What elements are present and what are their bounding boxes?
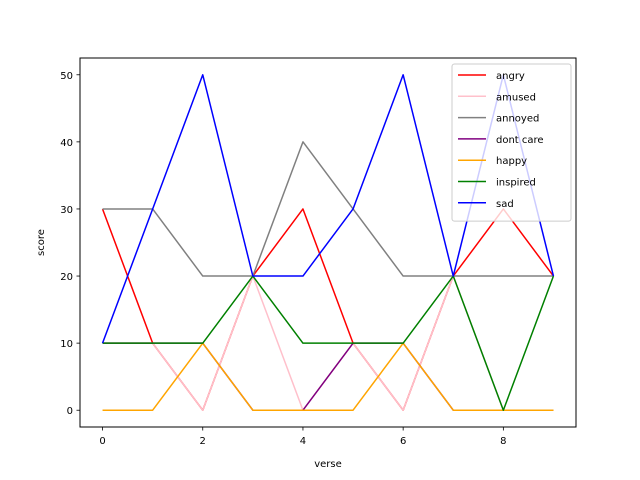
legend-label: dont care <box>496 135 544 146</box>
x-axis: 0 2 4 6 8 <box>99 427 507 447</box>
series-line-2 <box>102 141 554 277</box>
y-tick-label: 40 <box>60 138 73 149</box>
x-tick-label: 8 <box>500 436 506 447</box>
legend: angry amused annoyed dont care happy inspired… <box>451 63 572 222</box>
x-axis-label: verse <box>314 459 342 470</box>
legend-label: annoyed <box>496 114 539 125</box>
x-tick-label: 4 <box>300 436 306 447</box>
x-tick-label: 0 <box>99 436 105 447</box>
y-tick-label: 20 <box>60 272 73 283</box>
plot-frame <box>79 57 577 428</box>
y-axis-label: score <box>36 229 47 256</box>
y-tick-label: 50 <box>60 71 73 82</box>
x-tick-label: 6 <box>400 436 406 447</box>
legend-label: amused <box>496 92 536 103</box>
x-tick-label: 2 <box>200 436 206 447</box>
y-tick-label: 10 <box>60 339 73 350</box>
legend-label: sad <box>496 199 514 210</box>
legend-label: inspired <box>496 178 536 189</box>
legend-label: angry <box>496 71 525 82</box>
series-line-5 <box>102 275 555 411</box>
y-axis: 0 10 20 30 40 50 <box>60 71 80 417</box>
y-tick-label: 30 <box>60 205 73 216</box>
y-tick-label: 0 <box>67 406 73 417</box>
legend-label: happy <box>496 156 527 167</box>
series-line-4 <box>102 342 554 411</box>
